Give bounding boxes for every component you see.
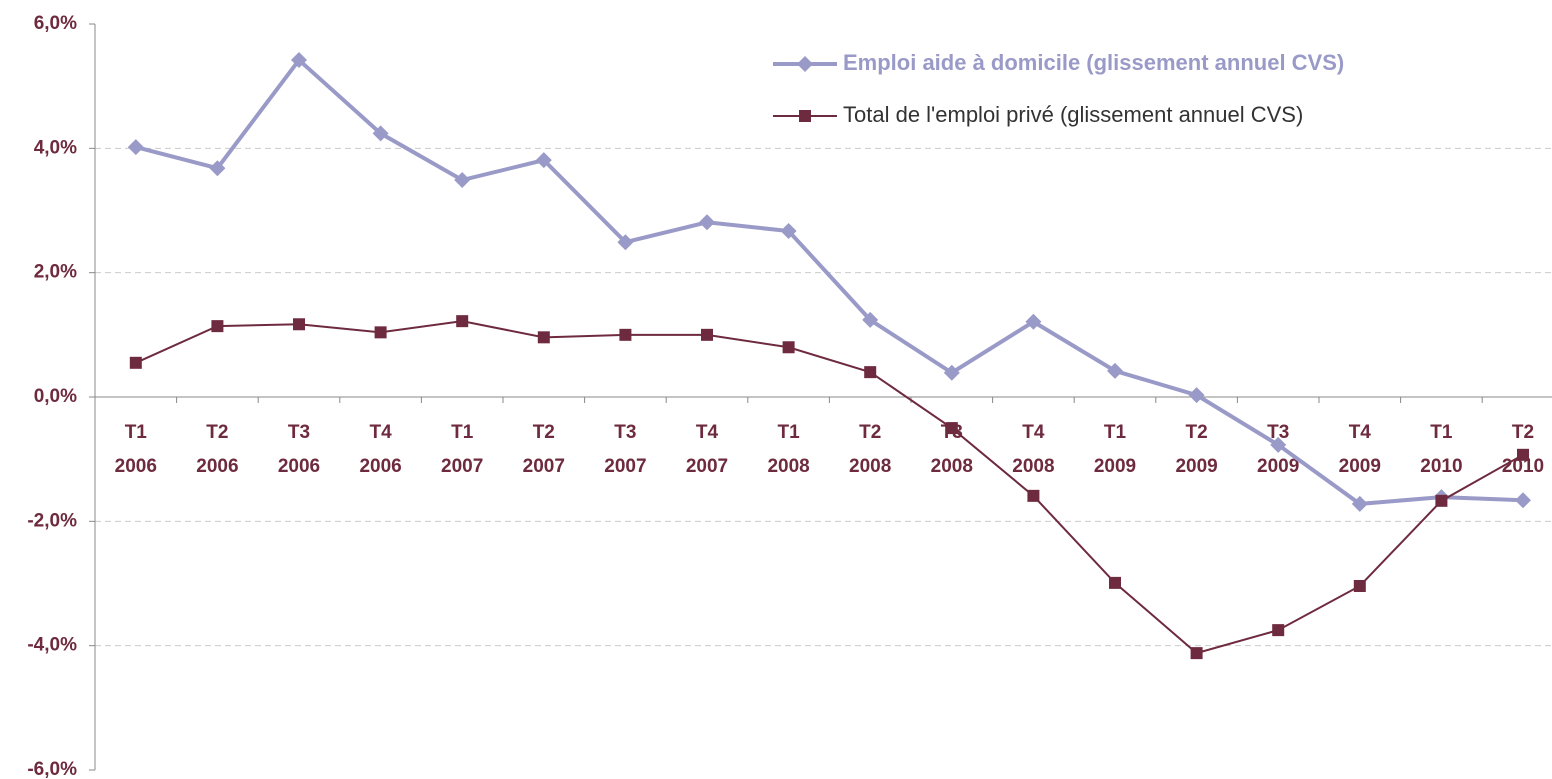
y-tick-label: 6,0% — [34, 13, 77, 34]
x-tick-label: T3 2006 — [278, 422, 320, 477]
y-tick-label: 0,0% — [34, 386, 77, 407]
data-point — [1517, 448, 1529, 461]
data-point — [1515, 492, 1531, 509]
x-tick-label: T4 2009 — [1339, 422, 1381, 477]
data-point — [1190, 647, 1203, 660]
data-point — [1351, 495, 1368, 512]
y-tick-label: -4,0% — [27, 635, 77, 656]
data-point — [456, 315, 469, 328]
data-point — [780, 223, 797, 240]
x-tick-label: T1 2006 — [115, 422, 157, 477]
x-tick-label: T1 2010 — [1420, 422, 1462, 477]
x-tick-label: T2 2006 — [196, 422, 238, 477]
x-tick-label: T4 2008 — [1012, 422, 1054, 477]
data-point — [211, 320, 224, 333]
x-tick-label: T2 2008 — [849, 422, 891, 477]
series-line — [135, 320, 1524, 655]
data-point — [943, 364, 960, 381]
data-point — [454, 172, 471, 189]
x-tick-label: T4 2006 — [359, 422, 401, 477]
data-point — [1188, 387, 1205, 404]
data-point — [209, 160, 226, 177]
data-point — [701, 328, 713, 341]
data-point — [127, 139, 144, 156]
data-point — [862, 311, 879, 328]
data-point — [372, 125, 389, 142]
legend-label: Emploi aide à domicile (glissement annue… — [843, 50, 1344, 75]
data-point — [1272, 624, 1285, 637]
data-point — [291, 52, 307, 69]
data-point — [537, 331, 550, 344]
data-point — [864, 366, 877, 379]
data-point — [1025, 313, 1042, 330]
data-point — [617, 234, 634, 251]
x-tick-label: T1 2009 — [1094, 422, 1136, 477]
x-tick-label: T1 2007 — [441, 422, 483, 477]
legend-marker — [799, 110, 811, 122]
data-point — [535, 152, 552, 169]
data-point — [1270, 436, 1287, 453]
legend-marker — [797, 56, 813, 72]
data-point — [1107, 362, 1123, 379]
y-tick-label: 2,0% — [34, 262, 77, 283]
x-tick-label: T2 2007 — [523, 422, 565, 477]
data-point — [782, 341, 795, 354]
y-tick-label: 4,0% — [34, 137, 77, 158]
data-point — [699, 214, 715, 231]
y-tick-label: -2,0% — [27, 510, 77, 531]
data-point — [619, 328, 632, 341]
y-tick-label: -6,0% — [27, 759, 77, 779]
data-point — [293, 318, 305, 331]
data-point — [1027, 489, 1040, 502]
data-point — [1435, 494, 1448, 507]
legend-label: Total de l'emploi privé (glissement annu… — [843, 102, 1303, 127]
data-point — [1353, 579, 1366, 592]
x-tick-label: T3 2009 — [1257, 422, 1299, 477]
data-point — [129, 356, 142, 369]
series-line — [135, 57, 1524, 506]
data-point — [945, 422, 958, 435]
x-tick-label: T2 2009 — [1175, 422, 1217, 477]
x-tick-label: T4 2007 — [686, 422, 728, 477]
x-tick-label: T1 2008 — [767, 422, 809, 477]
x-tick-label: T3 2007 — [604, 422, 646, 477]
data-point — [1109, 576, 1121, 589]
data-point — [374, 326, 387, 339]
